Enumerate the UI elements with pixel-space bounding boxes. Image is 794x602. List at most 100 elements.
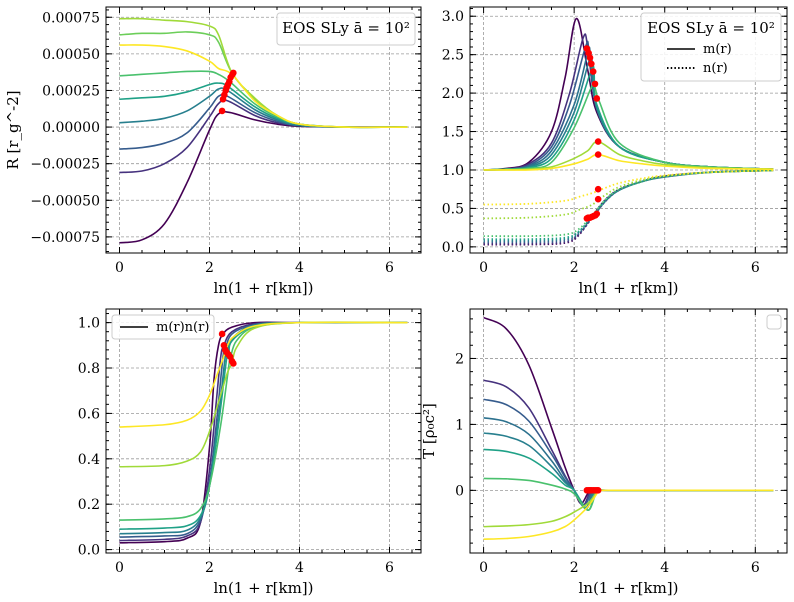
x-tick-label: 6 xyxy=(751,560,760,576)
panel-p1: 0 2 4 6 −0.00075 −0.00050 −0.00025 0.00000 0.000… xyxy=(4,6,422,297)
data-marker xyxy=(593,210,601,218)
x-tick-label: 4 xyxy=(660,260,669,276)
series-line-3 xyxy=(119,87,408,128)
legend-entry-label: m(r)n(r) xyxy=(156,320,209,335)
series-line-7 xyxy=(119,321,408,428)
y-tick-label: 2.5 xyxy=(442,48,464,64)
data-marker xyxy=(586,54,594,62)
data-marker xyxy=(593,95,601,102)
legend-box xyxy=(766,314,782,330)
y-tick-label: 0.0 xyxy=(78,543,100,559)
y-tick-label: −0.00075 xyxy=(30,230,100,246)
data-marker xyxy=(218,107,226,115)
series-line-0 xyxy=(119,321,408,544)
series-line-1 xyxy=(119,321,408,542)
series-line-2 xyxy=(119,321,408,538)
x-tick-label: 0 xyxy=(115,560,124,576)
legend-entry-label: n(r) xyxy=(703,61,728,76)
y-tick-label: 1.0 xyxy=(78,316,100,332)
y-tick-label: 2 xyxy=(455,351,464,367)
plot-area xyxy=(483,316,774,540)
plot-area xyxy=(483,17,774,246)
y-tick-label: 2.0 xyxy=(442,86,464,102)
data-marker xyxy=(588,60,595,68)
series-line-1 xyxy=(119,99,408,174)
series-line-8 xyxy=(483,489,774,540)
x-tick-label: 2 xyxy=(570,560,579,576)
data-marker xyxy=(230,69,237,77)
data-marker xyxy=(589,68,597,75)
axes-frame xyxy=(105,308,422,554)
x-tick-label: 2 xyxy=(205,560,214,576)
y-tick-label: 0 xyxy=(455,483,464,499)
series-line-6 xyxy=(483,477,774,511)
series-line-0 xyxy=(483,316,774,505)
series-line-4 xyxy=(119,321,408,530)
legend xyxy=(766,314,782,330)
series-line-3 xyxy=(483,417,774,509)
x-tick-label: 0 xyxy=(479,260,488,276)
data-marker xyxy=(591,80,599,88)
y-tick-label: 0.4 xyxy=(78,452,100,468)
series-n-line-4 xyxy=(483,169,774,241)
legend: EOS SLy ā = 10² xyxy=(276,12,416,46)
series-line-4 xyxy=(483,432,774,510)
series-m-line-8 xyxy=(483,153,774,171)
data-marker xyxy=(594,195,602,203)
y-tick-label: 1 xyxy=(455,417,464,433)
y-tick-label: 0.2 xyxy=(78,497,100,513)
y-tick-label: 3.0 xyxy=(442,9,464,25)
legend-title: EOS SLy ā = 10² xyxy=(647,19,775,37)
y-axis-label: T [ρ₀c²] xyxy=(420,403,438,459)
x-tick-label: 6 xyxy=(385,260,394,276)
y-tick-label: 0.00075 xyxy=(42,10,100,26)
series-line-6 xyxy=(119,321,408,468)
y-tick-label: 0.8 xyxy=(78,361,100,377)
x-tick-label: 4 xyxy=(295,260,304,276)
y-tick-label: 1.5 xyxy=(442,125,464,141)
series-n-line-6 xyxy=(483,169,774,220)
y-tick-label: 0.00000 xyxy=(42,120,100,136)
y-tick-label: 0.0 xyxy=(442,240,464,256)
x-tick-label: 4 xyxy=(295,560,304,576)
panel-p3: 0 2 4 6 0.0 0.2 0.4 0.6 0.8 1.0 ln(1 + r[km]) m(r)n… xyxy=(78,308,422,597)
x-axis-label: ln(1 + r[km]) xyxy=(214,279,314,297)
axes-frame xyxy=(469,308,788,554)
series-line-8 xyxy=(119,44,408,129)
data-marker xyxy=(594,138,602,145)
series-line-0 xyxy=(119,110,408,244)
legend-entry-label: m(r) xyxy=(703,42,732,57)
data-marker xyxy=(230,360,237,367)
y-tick-label: 1.0 xyxy=(442,163,464,179)
legend-title: EOS SLy ā = 10² xyxy=(282,19,410,37)
y-tick-label: 0.00050 xyxy=(42,47,100,63)
x-tick-label: 2 xyxy=(570,260,579,276)
series-n-line-7 xyxy=(483,169,774,206)
data-marker xyxy=(594,487,602,494)
series-n-line-2 xyxy=(483,169,774,244)
series-line-5 xyxy=(119,321,408,521)
x-tick-label: 0 xyxy=(115,260,124,276)
data-marker xyxy=(594,151,602,158)
plot-area xyxy=(119,321,408,544)
series-line-1 xyxy=(483,379,774,506)
x-tick-label: 6 xyxy=(751,260,760,276)
data-marker xyxy=(594,185,602,193)
x-tick-label: 6 xyxy=(385,560,394,576)
axes-frame xyxy=(105,6,422,254)
legend-box xyxy=(111,314,215,340)
series-line-3 xyxy=(119,321,408,535)
y-tick-label: −0.00025 xyxy=(30,157,100,173)
plot-area xyxy=(119,17,408,244)
y-tick-label: 0.6 xyxy=(78,406,100,422)
series-m-line-5 xyxy=(483,65,774,171)
y-tick-label: −0.00050 xyxy=(30,193,100,209)
y-tick-label: 0.00025 xyxy=(42,83,100,99)
y-tick-label: 0.5 xyxy=(442,201,464,217)
series-n-line-3 xyxy=(483,169,774,242)
legend-box xyxy=(276,12,416,46)
x-axis-label: ln(1 + r[km]) xyxy=(579,579,679,597)
x-tick-label: 4 xyxy=(660,560,669,576)
